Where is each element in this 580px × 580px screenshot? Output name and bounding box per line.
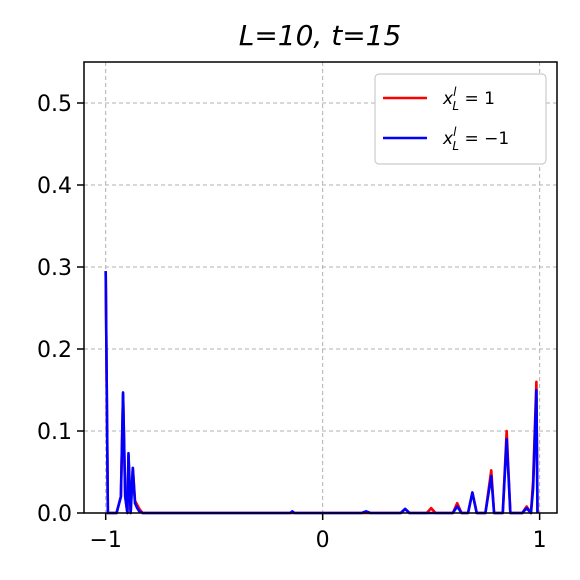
y-tick-label-2: 0.2 <box>37 338 72 363</box>
legend: xl L = 1 xl L = −1 <box>374 73 547 165</box>
y-tick-label-4: 0.4 <box>37 174 72 199</box>
y-tick-label-0: 0.0 <box>37 502 72 527</box>
x-tick-label-2: 1 <box>533 528 547 553</box>
plot-frame <box>83 61 558 514</box>
y-tick-label-1: 0.1 <box>37 420 72 445</box>
legend-label-0: xl L = 1 <box>442 85 495 113</box>
x-tick-label-1: 0 <box>316 528 330 553</box>
y-tick-label-5: 0.5 <box>37 92 72 117</box>
y-tick-label-3: 0.3 <box>37 256 72 281</box>
legend-box <box>374 73 547 165</box>
legend-label-1: xl L = −1 <box>442 125 509 153</box>
chart-title: L=10, t=15 <box>239 19 402 52</box>
x-tick-label-0: −1 <box>89 528 121 553</box>
tick-layer: −1 0 1 0.0 0.1 0.2 0.3 0.4 0.5 <box>37 92 547 553</box>
